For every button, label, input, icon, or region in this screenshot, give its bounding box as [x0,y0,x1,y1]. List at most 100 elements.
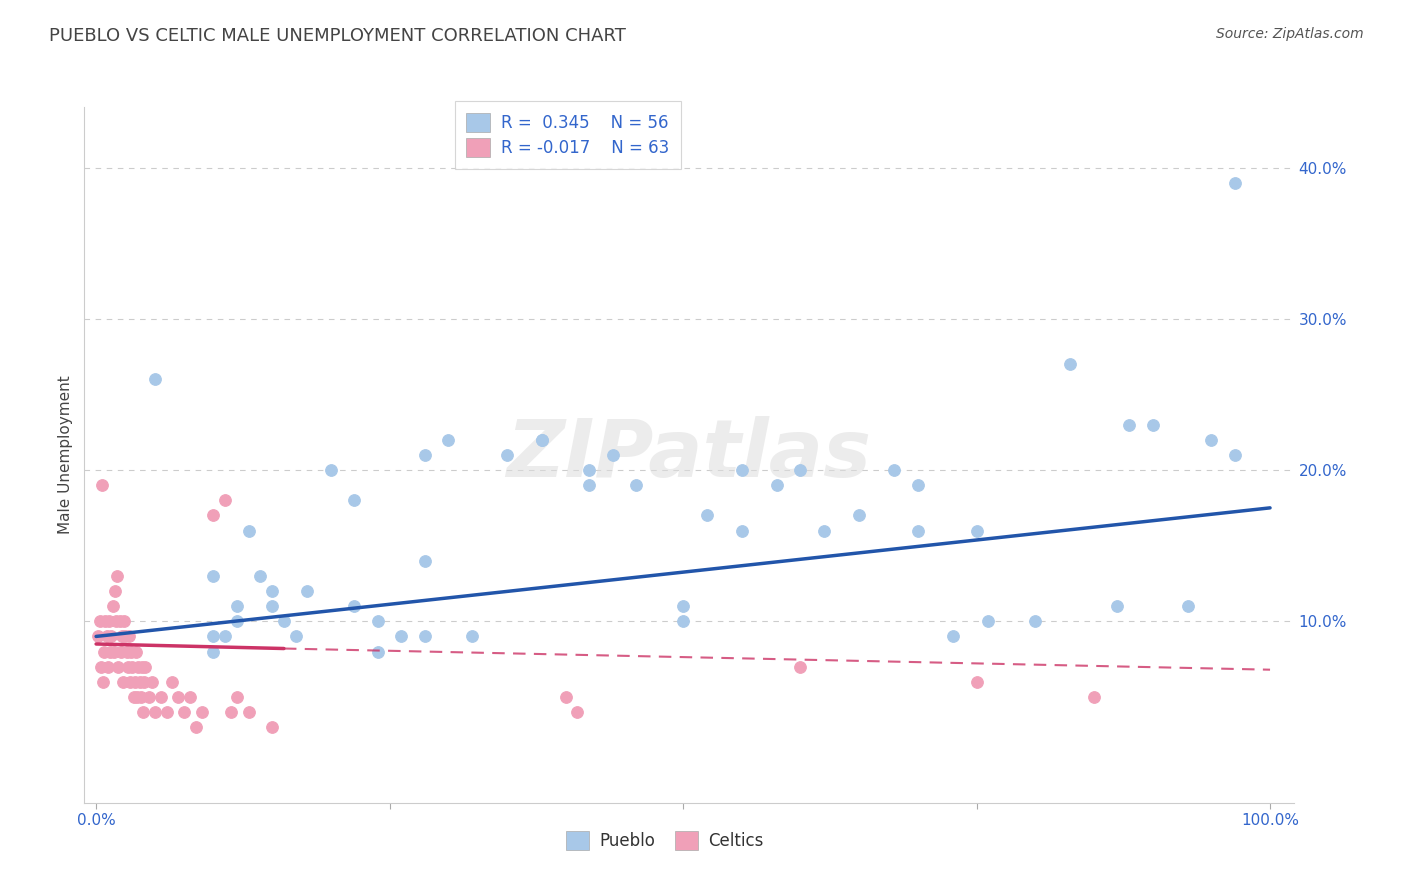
Point [202,569,225,583]
Text: PUEBLO VS CELTIC MALE UNEMPLOYMENT CORRELATION CHART: PUEBLO VS CELTIC MALE UNEMPLOYMENT CORRE… [49,27,626,45]
Point [131,659,153,673]
Point [731,524,754,538]
Point [155,705,177,719]
Point [141,674,163,689]
Point [114,629,136,643]
Point [120,674,142,689]
Point [672,599,695,614]
Point [94,615,117,629]
Point [554,690,576,704]
Point [173,705,195,719]
Point [1059,357,1081,371]
Point [262,584,284,599]
Point [105,615,128,629]
Point [98,615,121,629]
Point [112,615,135,629]
Point [578,478,600,492]
Point [226,615,249,629]
Point [273,615,295,629]
Point [907,478,929,492]
Point [367,615,389,629]
Point [97,659,120,673]
Point [297,584,319,599]
Point [226,690,249,704]
Point [413,629,436,643]
Point [118,629,141,643]
Point [93,644,115,658]
Point [117,659,139,673]
Point [121,659,143,673]
Point [1107,599,1129,614]
Point [413,448,436,462]
Point [602,448,624,462]
Point [367,644,389,658]
Point [977,615,1000,629]
Point [496,448,519,462]
Y-axis label: Male Unemployment: Male Unemployment [58,376,73,534]
Point [389,629,412,643]
Point [127,690,149,704]
Point [89,615,111,629]
Point [789,659,811,673]
Point [567,705,589,719]
Point [848,508,870,523]
Point [202,644,225,658]
Point [190,705,212,719]
Point [219,705,242,719]
Point [766,478,789,492]
Point [214,493,236,508]
Point [134,674,156,689]
Point [111,629,134,643]
Point [202,508,225,523]
Point [162,674,184,689]
Point [578,463,600,477]
Legend: Pueblo, Celtics: Pueblo, Celtics [560,824,770,857]
Point [437,433,460,447]
Point [122,690,145,704]
Point [98,644,121,658]
Point [262,599,284,614]
Point [214,629,236,643]
Point [966,674,988,689]
Point [1223,176,1246,190]
Point [138,690,160,704]
Point [104,584,127,599]
Point [343,599,366,614]
Point [461,629,484,643]
Point [907,524,929,538]
Point [672,615,695,629]
Point [1201,433,1223,447]
Point [624,478,647,492]
Point [110,644,132,658]
Point [813,524,835,538]
Point [531,433,554,447]
Point [124,674,146,689]
Point [1083,690,1105,704]
Point [1142,417,1164,432]
Point [143,372,166,386]
Point [115,644,138,658]
Point [1223,448,1246,462]
Point [249,569,271,583]
Point [202,629,225,643]
Point [87,629,110,643]
Point [1024,615,1046,629]
Point [127,659,149,673]
Point [107,659,129,673]
Point [413,554,436,568]
Point [100,629,122,643]
Point [96,629,118,643]
Text: Source: ZipAtlas.com: Source: ZipAtlas.com [1216,27,1364,41]
Point [696,508,718,523]
Point [284,629,307,643]
Point [108,615,131,629]
Point [883,463,905,477]
Point [128,674,150,689]
Point [125,644,148,658]
Point [149,690,172,704]
Point [1177,599,1199,614]
Point [238,524,260,538]
Point [101,599,124,614]
Point [319,463,342,477]
Point [942,629,965,643]
